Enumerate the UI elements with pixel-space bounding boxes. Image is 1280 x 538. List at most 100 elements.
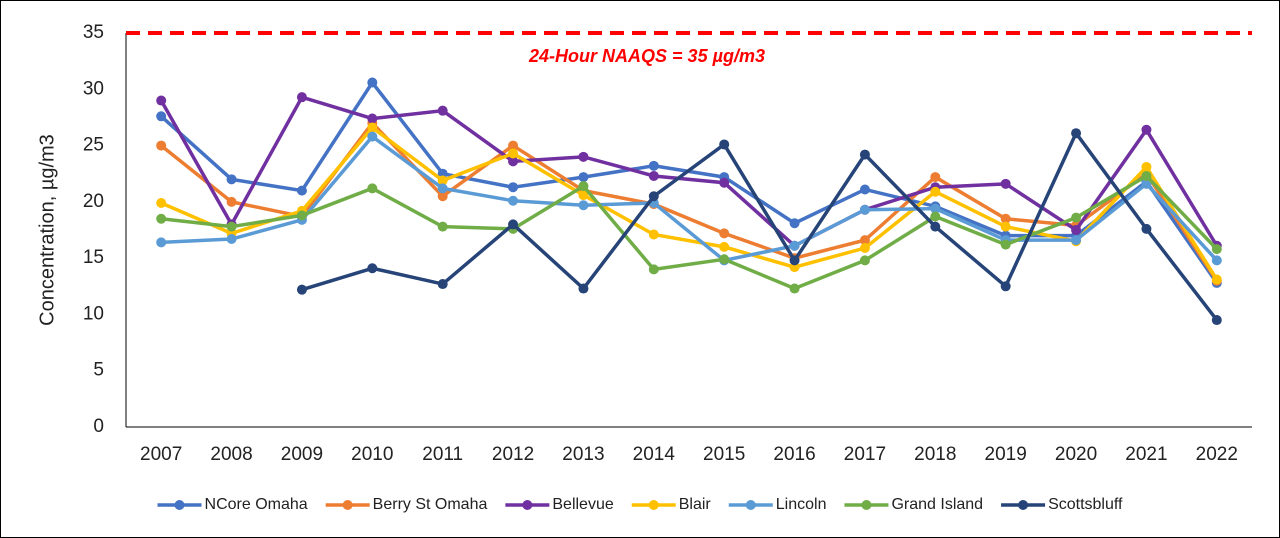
data-point — [789, 255, 800, 266]
legend-marker — [522, 500, 533, 510]
y-tick-label: 5 — [93, 360, 104, 381]
data-point — [508, 195, 519, 206]
data-point — [578, 200, 589, 211]
legend-label: Scottsbluff — [1048, 496, 1123, 513]
data-point — [859, 243, 870, 254]
data-point — [648, 160, 659, 171]
series-line — [160, 125, 1219, 281]
data-point — [648, 264, 659, 275]
data-point — [508, 148, 519, 159]
data-point — [437, 279, 448, 290]
x-tick-label: 2009 — [281, 444, 323, 465]
data-point — [156, 140, 167, 151]
data-point — [437, 175, 448, 186]
data-point — [1141, 178, 1152, 189]
data-point — [156, 111, 167, 122]
legend-label: Berry St Omaha — [373, 496, 488, 513]
data-point — [1211, 315, 1222, 326]
legend-item: Scottsbluff — [1001, 496, 1123, 513]
data-point — [578, 283, 589, 294]
data-point — [156, 213, 167, 224]
y-tick-label: 0 — [93, 416, 104, 437]
data-point — [719, 177, 730, 188]
legend-marker — [342, 500, 353, 510]
data-point — [1000, 221, 1011, 232]
legend-marker — [861, 500, 872, 510]
legend-label: Lincoln — [776, 496, 827, 513]
legend-marker — [1018, 500, 1029, 510]
legend-marker — [174, 500, 185, 510]
x-tick-label: 2020 — [1055, 444, 1097, 465]
legend-item: Bellevue — [505, 496, 614, 513]
x-tick-label: 2015 — [703, 444, 745, 465]
data-point — [719, 241, 730, 252]
data-point — [508, 182, 519, 193]
data-point — [508, 140, 519, 151]
y-tick-label: 15 — [83, 247, 104, 268]
data-point — [1141, 124, 1152, 135]
legend-item: Grand Island — [844, 496, 983, 513]
data-point — [719, 139, 730, 150]
x-tick-label: 2014 — [633, 444, 676, 465]
data-point — [1071, 235, 1082, 246]
data-point — [367, 131, 378, 142]
legend-label: Bellevue — [552, 496, 613, 513]
data-point — [1000, 178, 1011, 189]
data-point — [859, 184, 870, 195]
legend-item: Blair — [631, 496, 711, 513]
y-tick-label: 35 — [83, 22, 104, 43]
y-axis-label: Concentration, µg/m3 — [36, 134, 58, 326]
data-point — [578, 151, 589, 162]
data-point — [1141, 170, 1152, 181]
data-point — [1000, 239, 1011, 250]
data-point — [367, 263, 378, 274]
data-point — [296, 92, 307, 103]
legend-label: Grand Island — [891, 496, 983, 513]
legend-item: Lincoln — [728, 496, 827, 513]
data-point — [226, 196, 237, 207]
series-line — [301, 129, 1219, 322]
y-tick-label: 20 — [83, 191, 104, 212]
data-point — [226, 174, 237, 185]
data-point — [578, 190, 589, 201]
data-point — [648, 191, 659, 202]
data-point — [1141, 223, 1152, 234]
data-point — [156, 95, 167, 106]
series-line — [161, 134, 1219, 263]
x-tick-label: 2007 — [140, 444, 182, 465]
x-tick-label: 2022 — [1196, 444, 1238, 465]
data-point — [789, 283, 800, 294]
data-point — [719, 254, 730, 265]
data-point — [156, 197, 167, 208]
x-tick-label: 2019 — [985, 444, 1027, 465]
x-tick-label: 2021 — [1125, 444, 1167, 465]
x-tick-label: 2016 — [773, 444, 815, 465]
reference-label: 24-Hour NAAQS = 35 µg/m3 — [528, 46, 765, 66]
data-point — [930, 172, 941, 183]
data-point — [508, 156, 519, 167]
legend-marker — [648, 500, 659, 510]
data-point — [437, 191, 448, 202]
data-point — [648, 229, 659, 240]
data-point — [296, 185, 307, 196]
data-point — [859, 149, 870, 160]
data-point — [367, 183, 378, 194]
x-tick-label: 2011 — [422, 444, 463, 465]
data-point — [1211, 274, 1222, 285]
data-point — [437, 183, 448, 194]
data-point — [1000, 281, 1011, 292]
data-point — [296, 284, 307, 295]
y-tick-label: 30 — [83, 78, 104, 99]
data-point — [578, 181, 589, 192]
series-line — [160, 173, 1219, 291]
data-point — [789, 240, 800, 251]
data-point — [437, 105, 448, 116]
y-tick-label: 25 — [83, 135, 104, 156]
data-point — [1071, 212, 1082, 223]
data-point — [719, 228, 730, 239]
data-point — [226, 234, 237, 245]
legend-label: NCore Omaha — [205, 496, 308, 513]
x-tick-label: 2010 — [351, 444, 393, 465]
